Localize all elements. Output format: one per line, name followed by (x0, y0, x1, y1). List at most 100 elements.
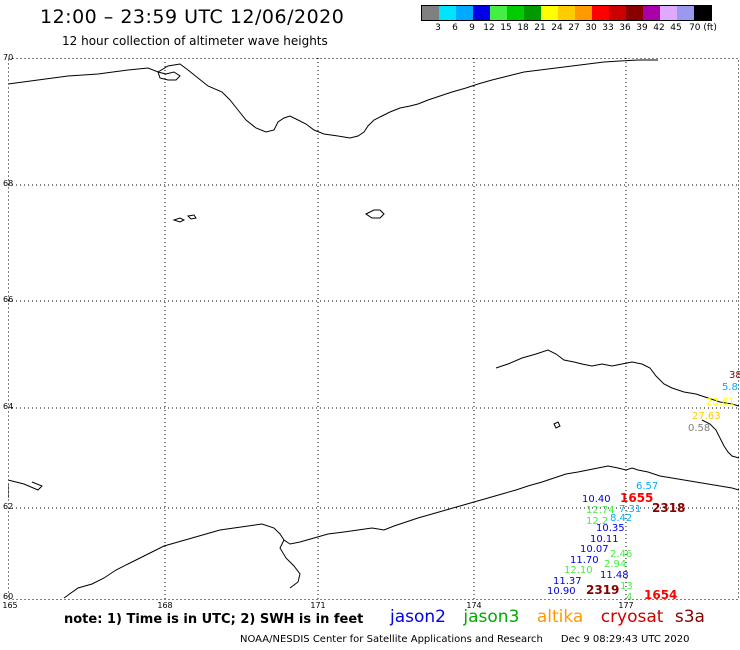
legend-swatch (575, 6, 592, 20)
observation-label: 1655 (620, 491, 654, 505)
observation-label: 5.8 (722, 382, 738, 393)
chukotka-north-coast (8, 59, 658, 139)
legend-swatch (626, 6, 643, 20)
legend-tick-label: 6 (452, 23, 458, 33)
lat-label-62: 62 (3, 502, 14, 511)
norton-sound-coast (701, 419, 739, 459)
lat-label-60: 60 (3, 592, 14, 601)
lon-label-171: 171 (310, 601, 326, 610)
seward-peninsula (495, 349, 739, 407)
observation-label: 2318 (652, 501, 686, 515)
observation-label: 38 (729, 370, 740, 381)
map-title: 12:00 – 23:59 UTC 12/06/2020 (40, 6, 345, 28)
lon-label-177: 177 (618, 601, 634, 610)
legend-tick-label: 27 (568, 23, 580, 33)
island-small-2 (172, 214, 197, 223)
observation-label: 2319 (586, 583, 620, 597)
legend-tick-label: 33 (602, 23, 614, 33)
observation-label: 10.35 (596, 523, 625, 534)
kolyuchin-bay (157, 71, 181, 81)
coastlines (8, 59, 739, 599)
st-lawrence-island (553, 421, 561, 429)
observation-label: 10.11 (590, 534, 619, 545)
observation-label: 2.94 (604, 559, 627, 570)
observation-label: 27.63 (692, 411, 721, 422)
legend-tick-label: 15 (500, 23, 512, 33)
units-note: note: 1) Time is in UTC; 2) SWH is in fe… (64, 612, 364, 627)
map-subtitle: 12 hour collection of altimeter wave hei… (62, 34, 328, 48)
legend-tick-label: 30 (585, 23, 597, 33)
legend-tick-label: 45 (670, 23, 682, 33)
legend-swatch (643, 6, 660, 20)
observation-label: 0.58 (688, 423, 711, 434)
legend-swatch (524, 6, 541, 20)
legend-tick-label: 12 (483, 23, 495, 33)
satellite-label-altika: altika (536, 607, 584, 627)
observation-label: 12.2 (586, 516, 609, 527)
legend-swatches (421, 5, 712, 21)
legend-swatch (677, 6, 694, 20)
generation-timestamp: Dec 9 08:29:43 UTC 2020 (560, 634, 690, 645)
observation-label: 10.90 (547, 586, 576, 597)
lat-gridlines (8, 184, 739, 509)
legend-tick-label: 70 (ft) (689, 23, 717, 33)
legend-swatch (558, 6, 575, 20)
legend-tick-label: 9 (469, 23, 475, 33)
legend-tick-label: 21 (534, 23, 546, 33)
lon-label-168: 168 (157, 601, 173, 610)
observation-label: 4 (626, 592, 633, 603)
map-frame (8, 58, 739, 600)
observation-label: 11.70 (570, 555, 599, 566)
lon-gridlines (164, 58, 627, 600)
lat-label-68: 68 (3, 179, 14, 188)
legend-swatch (592, 6, 609, 20)
chukotka-south-coast (8, 465, 739, 599)
legend-swatch (694, 6, 711, 20)
legend-tick-label: 24 (551, 23, 563, 33)
legend-tick-label: 18 (517, 23, 529, 33)
legend-swatch (541, 6, 558, 20)
legend-swatch (422, 6, 439, 20)
color-legend: 3 6 9 12 15 18 21 24 27 30 33 36 39 42 45 70 (ft) (421, 5, 717, 35)
legend-swatch (439, 6, 456, 20)
credit-org: NOAA/NESDIS Center for Satellite Applica… (240, 634, 543, 645)
lon-label-165: 165 (2, 601, 18, 610)
observation-label: 7.31 (619, 504, 642, 515)
observation-label: 10.07 (580, 544, 609, 555)
lat-label-70: 70 (3, 53, 14, 62)
island-small-1 (365, 209, 385, 219)
legend-ticks: 3 6 9 12 15 18 21 24 27 30 33 36 39 42 45 70 (ft) (421, 21, 717, 35)
legend-tick-label: 39 (636, 23, 648, 33)
observation-label: 8.42 (610, 513, 633, 524)
observation-label: 12.74 (586, 505, 615, 516)
lat-label-64: 64 (3, 402, 14, 411)
observation-label: 12.10 (564, 565, 593, 576)
observation-label: 23.61 (706, 397, 735, 408)
satellite-label-jason3: jason3 (463, 607, 520, 627)
observation-label: 10.40 (582, 494, 611, 505)
observation-label: 13 (620, 581, 633, 592)
legend-swatch (473, 6, 490, 20)
satellite-legend: jason2 jason3 altika cryosat s3a (390, 607, 717, 627)
lat-label-66: 66 (3, 295, 14, 304)
observation-label: 11.37 (553, 576, 582, 587)
legend-swatch (490, 6, 507, 20)
observation-label: 6.57 (636, 481, 659, 492)
map-canvas (8, 58, 739, 600)
legend-tick-label: 3 (435, 23, 441, 33)
legend-tick-label: 42 (653, 23, 665, 33)
legend-tick-label: 36 (619, 23, 631, 33)
legend-swatch (456, 6, 473, 20)
lon-label-174: 174 (466, 601, 482, 610)
cape-navarin (279, 539, 301, 589)
legend-swatch (609, 6, 626, 20)
satellite-label-cryosat: cryosat (600, 607, 664, 627)
legend-swatch (660, 6, 677, 20)
satellite-label-s3a: s3a (674, 607, 705, 627)
observation-label: 1654 (644, 588, 678, 602)
credit-line: NOAA/NESDIS Center for Satellite Applica… (240, 634, 689, 645)
observation-label: 2.46 (610, 549, 633, 560)
legend-swatch (507, 6, 524, 20)
observation-label: 11.48 (600, 570, 629, 581)
satellite-label-jason2: jason2 (390, 607, 446, 627)
